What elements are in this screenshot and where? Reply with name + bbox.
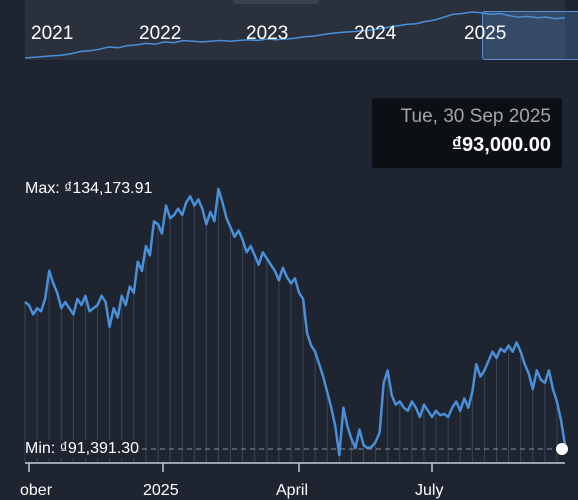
x-tick-label-july: July: [415, 482, 444, 499]
navigator-year-2022[interactable]: 2022: [139, 23, 182, 44]
navigator-year-2025[interactable]: 2025: [464, 23, 507, 44]
price-tooltip: Tue, 30 Sep 2025 ₫93,000.00: [372, 98, 562, 168]
time-navigator[interactable]: 2021 2022 2023 2024 2025: [25, 0, 578, 60]
x-tick-label-october: ober: [20, 482, 53, 499]
navigator-year-2021[interactable]: 2021: [31, 23, 74, 44]
navigator-year-2024[interactable]: 2024: [354, 23, 397, 44]
series-drop-lines: [24, 189, 558, 462]
max-price-label: Max: ₫134,173.91: [25, 180, 153, 197]
selected-point-marker[interactable]: [556, 443, 568, 455]
min-price-label: Min: ₫91,391.30: [25, 440, 142, 458]
navigator-handle[interactable]: [233, 0, 319, 4]
navigator-series-line: [25, 11, 565, 59]
navigator-series-svg: [25, 11, 565, 59]
tooltip-value: ₫93,000.00: [451, 134, 551, 156]
price-series-line: [24, 187, 567, 457]
navigator-selection-window[interactable]: [482, 11, 578, 60]
x-tick-label-2025: 2025: [143, 482, 179, 499]
x-tick-label-april: April: [276, 482, 309, 499]
navigator-year-2023[interactable]: 2023: [246, 23, 289, 44]
tooltip-date: Tue, 30 Sep 2025: [400, 106, 551, 127]
